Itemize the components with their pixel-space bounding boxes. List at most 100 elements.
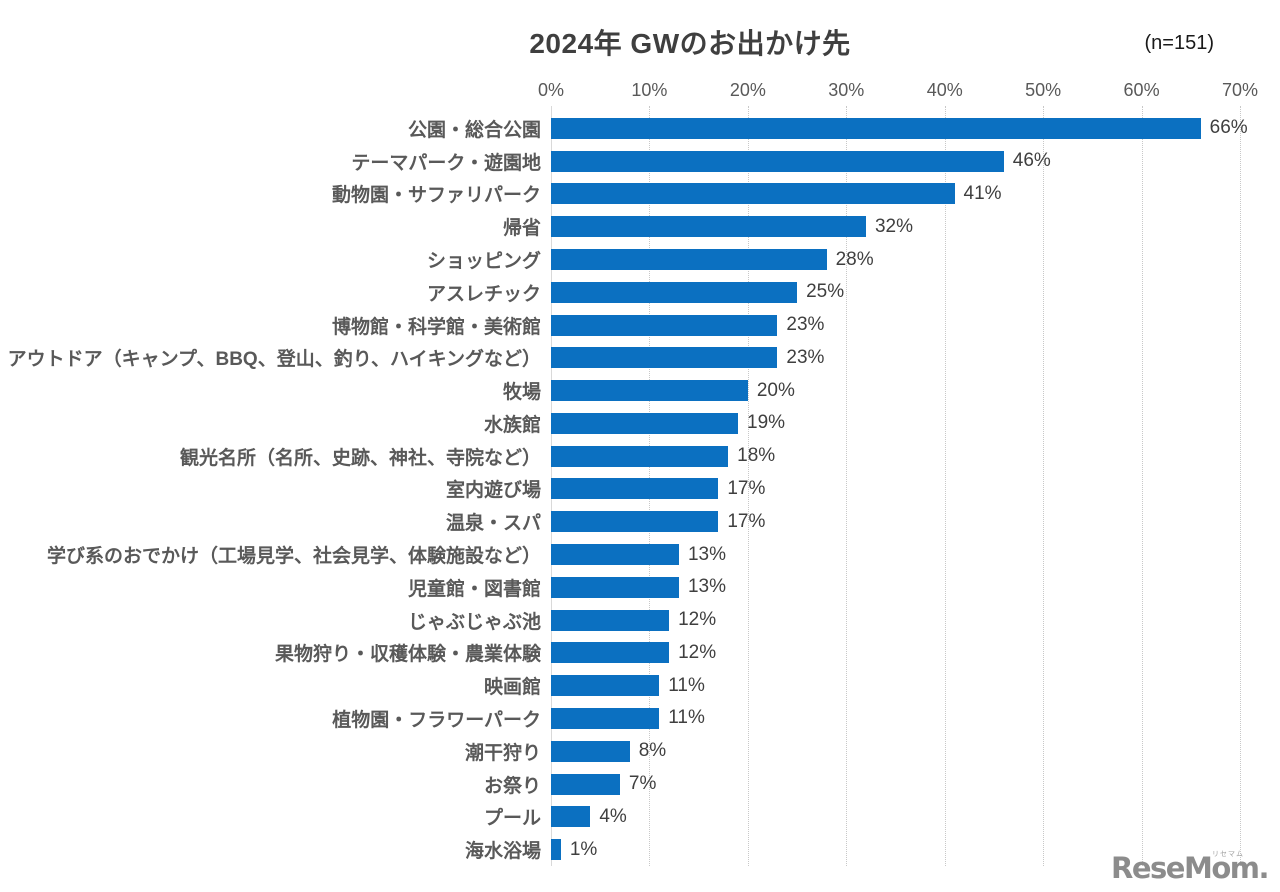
value-label: 18% xyxy=(737,445,776,467)
value-label: 8% xyxy=(638,740,667,762)
bar-row: 温泉・スパ 17% xyxy=(0,505,1280,538)
category-label: ショッピング xyxy=(426,251,541,273)
bar-row: ショッピング 28% xyxy=(0,243,1280,276)
bar xyxy=(551,707,660,729)
category-label: 海水浴場 xyxy=(464,841,541,863)
category-label: 公園・総合公園 xyxy=(407,119,541,141)
value-label: 11% xyxy=(668,674,705,696)
resemom-watermark-ruby: リセマム xyxy=(1212,851,1244,858)
gridline xyxy=(1240,106,1241,866)
bar xyxy=(551,380,748,402)
x-axis-tick: 50% xyxy=(1025,80,1062,100)
bar xyxy=(551,511,719,533)
gridline xyxy=(1141,106,1143,866)
value-label: 23% xyxy=(786,314,825,336)
category-label: 観光名所（名所、史跡、神社、寺院など） xyxy=(179,447,541,469)
x-axis-tick: 30% xyxy=(828,80,865,100)
category-label: 映画館 xyxy=(483,677,541,699)
category-label: 植物園・フラワーパーク xyxy=(332,709,541,731)
category-label: 牧場 xyxy=(502,382,541,404)
bar-row: お祭り 7% xyxy=(0,768,1280,801)
category-label: アウトドア（キャンプ、BBQ、登山、釣り、ハイキングなど） xyxy=(7,349,541,371)
value-label: 23% xyxy=(786,346,825,368)
bar xyxy=(551,281,798,303)
bar xyxy=(551,183,955,205)
bar xyxy=(551,347,778,369)
bar xyxy=(551,150,1004,172)
value-label: 12% xyxy=(678,609,717,631)
bar-row: 児童館・図書館 13% xyxy=(0,571,1280,604)
bar-row: 植物園・フラワーパーク 11% xyxy=(0,702,1280,735)
category-label: 温泉・スパ xyxy=(445,513,541,535)
bar-row: 海水浴場 1% xyxy=(0,833,1280,866)
bar-row: テーマパーク・遊園地 46% xyxy=(0,145,1280,178)
bar xyxy=(551,675,660,697)
category-label: じゃぶじゃぶ池 xyxy=(407,611,541,633)
bar xyxy=(551,117,1201,139)
bar-row: アスレチック 25% xyxy=(0,276,1280,309)
bar-row: 博物館・科学館・美術館 23% xyxy=(0,309,1280,342)
category-label: 水族館 xyxy=(483,414,541,436)
bar xyxy=(551,740,630,762)
gridline xyxy=(944,106,946,866)
value-label: 17% xyxy=(727,510,766,532)
category-label: 帰省 xyxy=(502,218,541,240)
bar xyxy=(551,216,866,238)
value-label: 25% xyxy=(806,281,845,303)
bar-rows: 公園・総合公園 66% テーマパーク・遊園地 46% 動物園・サファリパーク 41% 帰省 3… xyxy=(0,112,1280,866)
category-label: 果物狩り・収穫体験・農業体験 xyxy=(274,644,541,666)
category-label: プール xyxy=(483,808,541,830)
bar-row: 動物園・サファリパーク 41% xyxy=(0,178,1280,211)
resemom-watermark: リセマム ReseMom. xyxy=(1111,851,1269,885)
value-label: 46% xyxy=(1012,150,1051,172)
bar-row: 水族館 19% xyxy=(0,407,1280,440)
sample-size-label: (n=151) xyxy=(1144,32,1215,54)
category-label: お祭り xyxy=(483,775,541,797)
value-label: 11% xyxy=(668,707,705,729)
bar-row: 学び系のおでかけ（工場見学、社会見学、体験施設など） 13% xyxy=(0,538,1280,571)
value-label: 17% xyxy=(727,477,766,499)
bar xyxy=(551,544,679,566)
bar xyxy=(551,773,620,795)
bar-row: 公園・総合公園 66% xyxy=(0,112,1280,145)
value-label: 1% xyxy=(569,838,598,860)
value-label: 41% xyxy=(963,182,1002,204)
x-axis-tick: 0% xyxy=(537,80,564,100)
bar xyxy=(551,806,591,828)
value-label: 28% xyxy=(835,248,874,270)
value-label: 13% xyxy=(687,543,726,565)
chart-title: 2024年 GWのお出かけ先 xyxy=(529,28,851,59)
value-label: 7% xyxy=(628,773,657,795)
gridline xyxy=(846,106,848,866)
bar-row: 潮干狩り 8% xyxy=(0,735,1280,768)
bar-row: アウトドア（キャンプ、BBQ、登山、釣り、ハイキングなど） 23% xyxy=(0,341,1280,374)
category-label: 学び系のおでかけ（工場見学、社会見学、体験施設など） xyxy=(46,546,541,568)
bar-row: 帰省 32% xyxy=(0,210,1280,243)
bar-row: 映画館 11% xyxy=(0,669,1280,702)
bar-row: 観光名所（名所、史跡、神社、寺院など） 18% xyxy=(0,440,1280,473)
x-axis-tick: 40% xyxy=(926,80,963,100)
bar xyxy=(551,478,719,500)
bar-row: じゃぶじゃぶ池 12% xyxy=(0,604,1280,637)
bar xyxy=(551,576,679,598)
bar xyxy=(551,412,738,434)
bar-row: プール 4% xyxy=(0,800,1280,833)
bar-row: 室内遊び場 17% xyxy=(0,473,1280,506)
x-axis-tick: 10% xyxy=(631,80,668,100)
bar xyxy=(551,445,729,467)
value-label: 32% xyxy=(874,215,913,237)
category-label: 室内遊び場 xyxy=(445,480,541,502)
value-label: 66% xyxy=(1209,117,1248,139)
gridline xyxy=(747,106,749,866)
value-label: 4% xyxy=(599,805,627,827)
value-label: 13% xyxy=(687,576,726,598)
category-label: 潮干狩り xyxy=(464,742,541,764)
category-label: 児童館・図書館 xyxy=(407,578,541,600)
value-label: 20% xyxy=(756,379,795,401)
bar xyxy=(551,609,670,631)
gridline xyxy=(1043,106,1045,866)
x-axis-tick: 20% xyxy=(729,80,766,100)
value-label: 19% xyxy=(747,412,786,434)
x-axis-tick: 60% xyxy=(1123,80,1160,100)
category-label: テーマパーク・遊園地 xyxy=(351,152,541,174)
